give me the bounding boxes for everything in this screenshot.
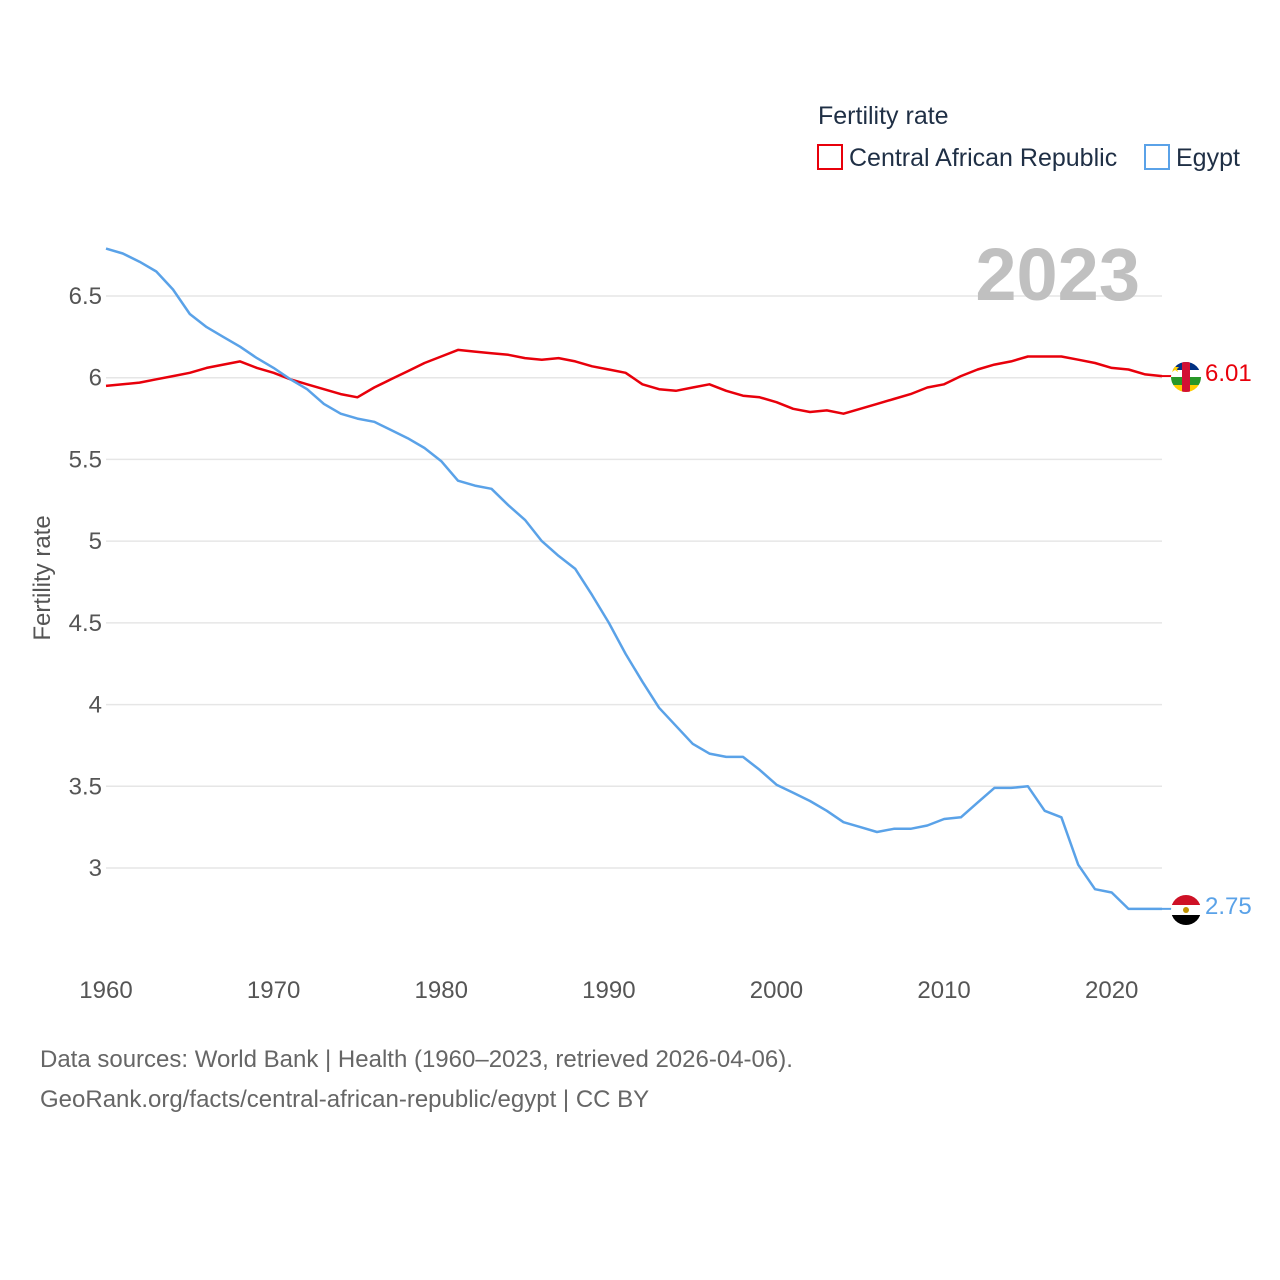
legend-label-central-african-republic[interactable]: Central African Republic (849, 144, 1117, 172)
end-labels: 6.01 2.75 (1205, 360, 1252, 920)
central-african-republic-flag-icon (1171, 362, 1201, 392)
series-lines (105, 247, 1172, 911)
x-axis-ticks: 1960 1970 1980 1990 2000 2010 2020 (79, 977, 1138, 1004)
y-tick-label: 5.5 (69, 446, 102, 473)
y-tick-label: 5 (89, 528, 102, 555)
y-tick-label: 6 (89, 365, 102, 392)
legend-title: Fertility rate (818, 102, 949, 130)
source-link[interactable]: GeoRank.org/facts/central-african-republ… (40, 1086, 650, 1113)
legend-label-egypt[interactable]: Egypt (1176, 144, 1240, 172)
x-tick-label: 2000 (750, 977, 803, 1004)
y-tick-label: 3 (89, 855, 102, 882)
series-line-egypt[interactable] (105, 247, 1162, 911)
x-tick-label: 1990 (582, 977, 635, 1004)
end-value-label-central-african-republic: 6.01 (1205, 360, 1252, 387)
x-tick-label: 1970 (247, 977, 300, 1004)
series-line-central-african-republic[interactable] (105, 348, 1163, 415)
data-source-note: Data sources: World Bank | Health (1960–… (40, 1046, 793, 1073)
gridlines (106, 295, 1162, 869)
legend-swatch-egypt[interactable] (1144, 144, 1170, 170)
legend-swatch-central-african-republic[interactable] (817, 144, 843, 170)
y-tick-label: 3.5 (69, 773, 102, 800)
legend: Fertility rate Central African Republic … (817, 102, 1240, 172)
egypt-flag-icon (1171, 895, 1201, 925)
y-tick-label: 6.5 (69, 283, 102, 310)
y-tick-label: 4.5 (69, 610, 102, 637)
x-tick-label: 1960 (79, 977, 132, 1004)
y-tick-label: 4 (89, 692, 102, 719)
y-axis-ticks: 3 3.5 4 4.5 5 5.5 6 6.5 (69, 283, 102, 882)
end-value-label-egypt: 2.75 (1205, 893, 1252, 920)
x-tick-label: 1980 (415, 977, 468, 1004)
year-label: 2023 (975, 233, 1140, 316)
x-tick-label: 2020 (1085, 977, 1138, 1004)
x-tick-label: 2010 (917, 977, 970, 1004)
y-axis-title: Fertility rate (29, 515, 56, 640)
